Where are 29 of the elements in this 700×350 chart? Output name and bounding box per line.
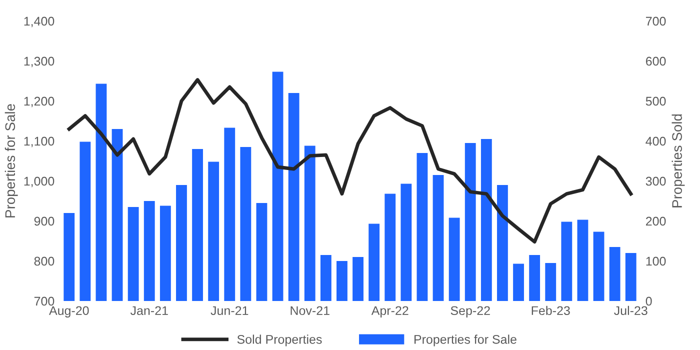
x-tick-label: Aug-20 xyxy=(49,306,89,318)
line-series xyxy=(67,78,633,244)
y2-tick-label: 500 xyxy=(646,96,666,106)
x-tick-label: Apr-22 xyxy=(371,306,408,318)
y2-tick-label: 600 xyxy=(646,56,666,66)
y-tick-label: 1,000 xyxy=(24,176,54,188)
legend-label: Properties for Sale xyxy=(414,334,516,346)
y2-tick-label: 300 xyxy=(646,176,666,186)
y2-tick-label: 700 xyxy=(646,16,666,26)
y2-tick-label: 100 xyxy=(646,256,666,266)
x-tick-label: Jun-21 xyxy=(210,306,248,316)
legend-label: Sold Properties xyxy=(237,334,322,346)
y2-axis-title: Properties Sold xyxy=(672,114,685,208)
y-tick-label: 700 xyxy=(34,296,54,306)
y2-tick-label: 0 xyxy=(646,296,652,306)
y-tick-label: 1,400 xyxy=(24,16,54,28)
y-axis-title: Properties for Sale xyxy=(4,104,18,218)
y-tick-label: 900 xyxy=(34,216,54,226)
y-tick-label: 800 xyxy=(34,256,54,266)
x-tick-label: Feb-23 xyxy=(532,306,570,316)
x-tick-label: Sep-22 xyxy=(450,306,490,318)
x-tick-label: Nov-21 xyxy=(290,306,330,316)
x-tick-label: Jul-23 xyxy=(614,306,648,316)
y-tick-label: 1,300 xyxy=(24,56,54,68)
y-tick-label: 1,200 xyxy=(24,96,54,108)
y2-tick-label: 400 xyxy=(646,136,666,146)
y-tick-label: 1,100 xyxy=(24,136,54,148)
y2-tick-label: 200 xyxy=(646,216,666,226)
x-tick-label: Jan-21 xyxy=(130,306,168,316)
